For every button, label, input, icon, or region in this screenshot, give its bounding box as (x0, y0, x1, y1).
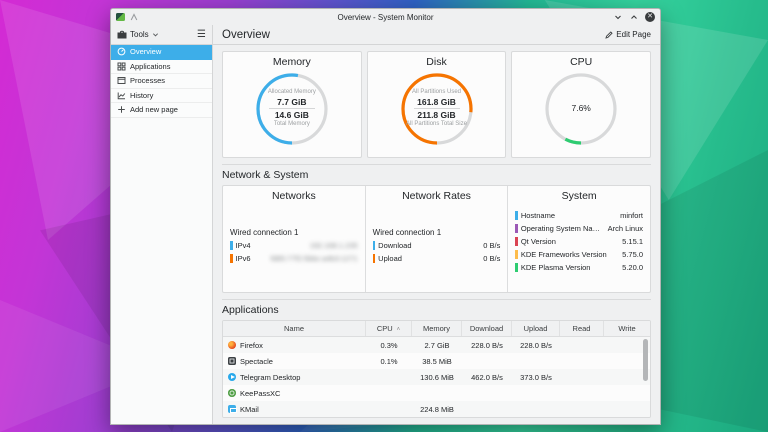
sidebar-toolbar: Tools ☰ (111, 25, 212, 45)
column-header-name[interactable]: Name (223, 321, 366, 336)
telegram-icon (228, 373, 236, 381)
network-system-card: Networks Wired connection 1 IPv4 192.168… (222, 185, 651, 293)
titlebar-pin-icon[interactable] (130, 13, 138, 21)
memory-card-title: Memory (272, 56, 311, 68)
system-panel: System Hostname minfort Operating System… (507, 186, 650, 292)
edit-page-button[interactable]: Edit Page (605, 30, 651, 39)
sidebar-item-overview[interactable]: Overview (111, 45, 212, 60)
column-header-write[interactable]: Write (618, 324, 636, 333)
legend-bar (515, 250, 518, 259)
chevron-down-icon (152, 32, 158, 37)
qt-version-row: Qt Version 5.15.1 (515, 235, 643, 248)
pencil-icon (605, 30, 613, 39)
table-row-kmail[interactable]: KMail 224.8 MiB (223, 401, 650, 417)
legend-bar (230, 241, 233, 250)
gauges-row: Memory Allocated Memory 7.7 GiB 14.6 GiB (222, 51, 652, 158)
processes-window-icon (117, 77, 126, 85)
upload-rate-row: Upload 0 B/s (372, 252, 500, 265)
applications-table: Name CPU ˄ Memory Download Upload Read Wr… (222, 320, 651, 418)
legend-bar (515, 263, 518, 272)
disk-card: Disk All Partitions Used 161.8 GiB 211.8… (366, 51, 507, 158)
spectacle-icon (228, 357, 236, 365)
legend-bar (372, 254, 376, 263)
column-header-memory[interactable]: Memory (412, 321, 462, 336)
titlebar[interactable]: Overview - System Monitor ✕ (111, 9, 660, 25)
tools-menu-button[interactable]: Tools (130, 30, 149, 39)
table-header-row: Name CPU ˄ Memory Download Upload Read Wr… (223, 321, 650, 337)
table-scrollbar[interactable] (643, 339, 648, 381)
column-header-read[interactable]: Read (560, 321, 604, 336)
kde-frameworks-row: KDE Frameworks Version 5.75.0 (515, 248, 643, 261)
cpu-gauge: 7.6% (542, 70, 620, 148)
hostname-row: Hostname minfort (515, 209, 643, 222)
main-area: Overview Edit Page Memory (213, 25, 660, 424)
close-button[interactable]: ✕ (645, 12, 655, 22)
table-row-keepassxc[interactable]: KeePassXC (223, 385, 650, 401)
column-header-download[interactable]: Download (462, 321, 512, 336)
legend-bar (230, 254, 233, 263)
plus-icon (118, 106, 125, 114)
column-header-cpu[interactable]: CPU ˄ (366, 321, 412, 336)
kde-plasma-row: KDE Plasma Version 5.20.0 (515, 261, 643, 274)
legend-bar (515, 237, 518, 246)
legend-bar (372, 241, 376, 250)
cpu-card-title: CPU (570, 56, 593, 68)
minimize-button[interactable] (613, 12, 623, 22)
networks-panel: Networks Wired connection 1 IPv4 192.168… (230, 190, 358, 265)
legend-bar (515, 211, 518, 220)
cpu-card: CPU 7.6% (511, 51, 652, 158)
os-name-row: Operating System Name an... Arch Linux (515, 222, 643, 235)
overview-icon (117, 47, 126, 56)
disk-card-title: Disk (426, 56, 447, 68)
download-rate-row: Download 0 B/s (372, 239, 500, 252)
ipv4-row: IPv4 192.168.1.235 (230, 239, 358, 252)
keepassxc-icon (228, 389, 236, 397)
history-chart-icon (117, 92, 126, 100)
memory-card: Memory Allocated Memory 7.7 GiB 14.6 GiB (222, 51, 362, 158)
sidebar-item-applications[interactable]: Applications (111, 59, 212, 74)
kmail-icon (228, 405, 237, 413)
system-monitor-window: Overview - System Monitor ✕ Tools (110, 8, 661, 425)
disk-gauge: All Partitions Used 161.8 GiB 211.8 GiB … (398, 70, 476, 148)
column-header-upload[interactable]: Upload (512, 321, 560, 336)
memory-gauge: Allocated Memory 7.7 GiB 14.6 GiB Total … (253, 70, 331, 148)
table-row-telegram[interactable]: Telegram Desktop 130.6 MiB 462.0 B/s 373… (223, 369, 650, 385)
sidebar-item-processes[interactable]: Processes (111, 74, 212, 89)
table-row-spectacle[interactable]: Spectacle 0.1% 38.5 MiB (223, 353, 650, 369)
table-row-falkon[interactable]: Falkon 213.4 MiB (223, 417, 650, 418)
sidebar: Tools ☰ Overview Applications (111, 25, 213, 424)
table-row-firefox[interactable]: Firefox 0.3% 2.7 GiB 228.0 B/s 228.0 B/s (223, 337, 650, 353)
hamburger-menu-icon[interactable]: ☰ (197, 28, 206, 40)
ipv6-row: IPv6 fd85:77f2:5bbc:a4b3:1271 (230, 252, 358, 265)
sidebar-item-history[interactable]: History (111, 88, 212, 103)
applications-section-title: Applications (222, 299, 651, 320)
network-rates-panel: Network Rates Wired connection 1 Downloa… (364, 186, 508, 292)
page-title: Overview (222, 28, 270, 41)
app-icon (116, 13, 125, 21)
maximize-button[interactable] (629, 12, 639, 22)
window-title: Overview - System Monitor (337, 12, 434, 22)
firefox-icon (228, 341, 236, 349)
page-toolbar: Overview Edit Page (213, 25, 660, 45)
toolbox-icon (117, 30, 127, 39)
sort-ascending-icon: ˄ (396, 327, 401, 333)
sidebar-item-add-new-page[interactable]: Add new page (111, 103, 212, 118)
page-content: Memory Allocated Memory 7.7 GiB 14.6 GiB (213, 45, 660, 424)
legend-bar (515, 224, 518, 233)
applications-grid-icon (117, 62, 126, 71)
network-system-section-title: Network & System (222, 164, 651, 185)
